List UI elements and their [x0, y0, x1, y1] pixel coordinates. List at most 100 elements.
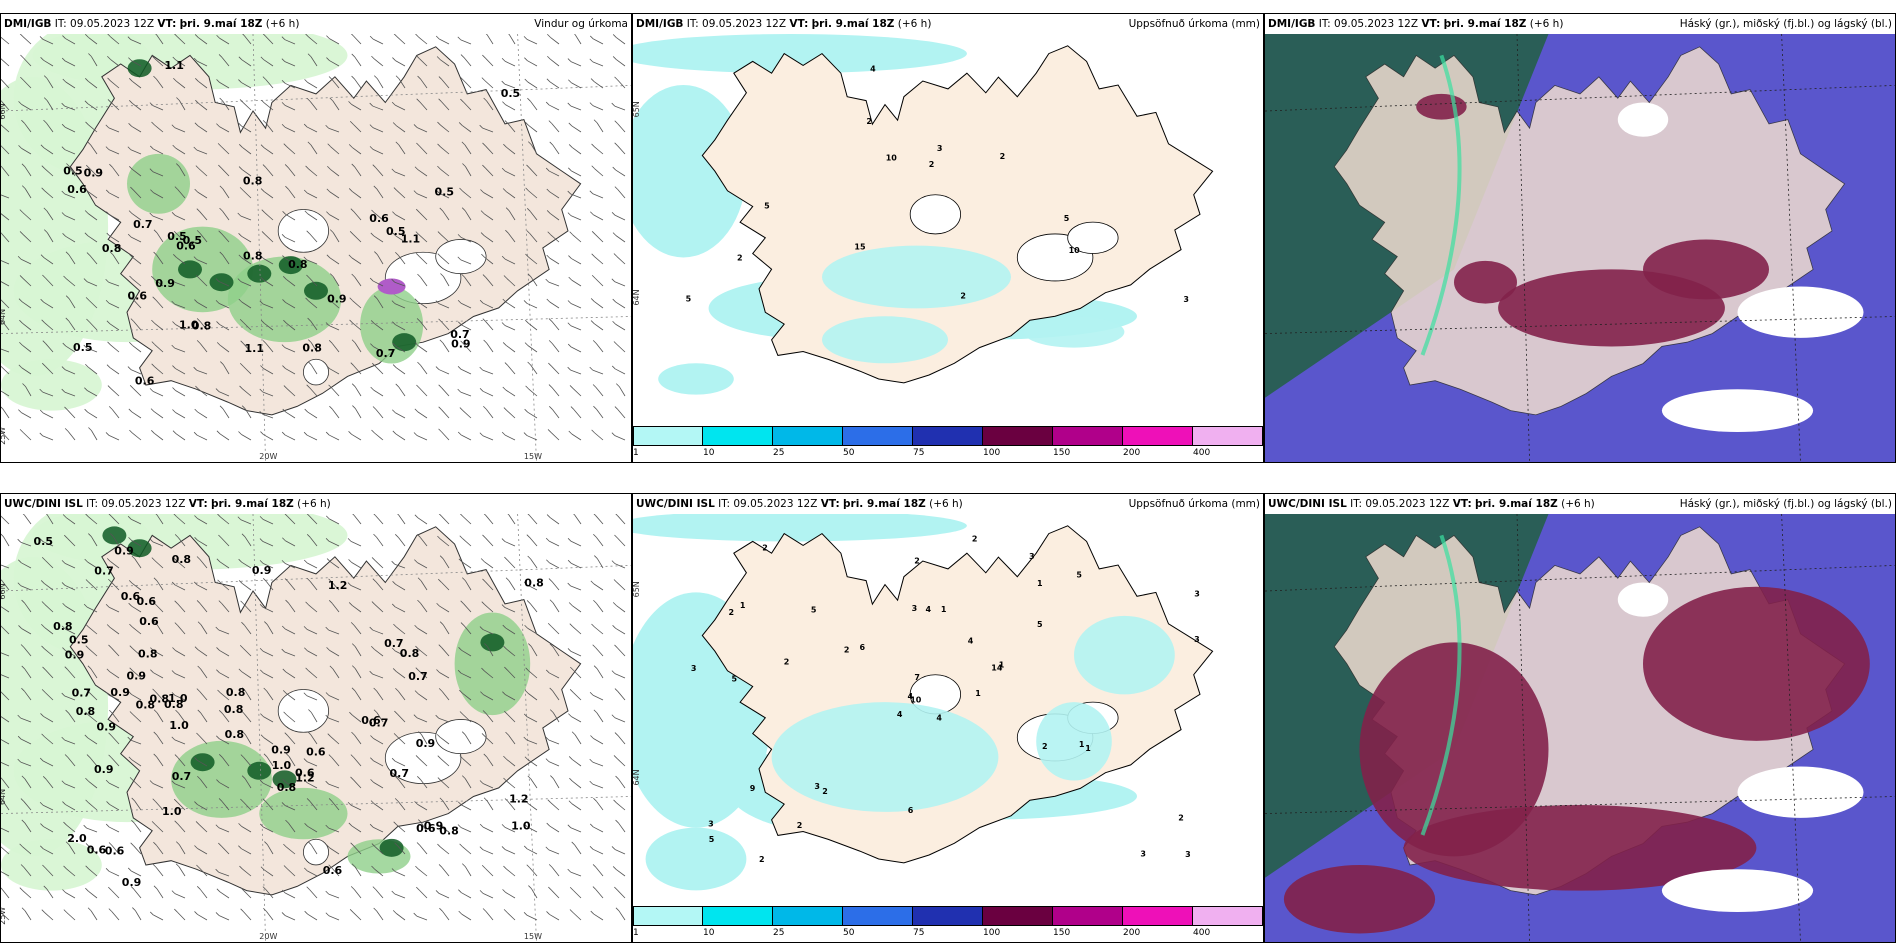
- wind-barb-feather: [567, 559, 572, 564]
- wind-barb-feather: [327, 165, 331, 170]
- wind-barb-feather: [85, 711, 89, 716]
- wind-barb: [153, 914, 164, 921]
- wind-barb-feather: [41, 689, 46, 693]
- wind-barb: [64, 585, 76, 591]
- wind-barb: [174, 584, 186, 591]
- wind-barb-feather: [43, 207, 48, 212]
- wind-barb-feather: [546, 254, 550, 259]
- wind-barb: [152, 783, 164, 789]
- wind-barb: [1, 145, 10, 155]
- wind-barb-feather: [40, 144, 45, 149]
- wind-barb: [306, 259, 318, 265]
- wind-barb-feather: [395, 687, 399, 692]
- wind-barb: [574, 734, 582, 745]
- wind-barb: [24, 188, 32, 199]
- map-canvas: 0.70.80.80.80.80.90.60.70.91.00.90.80.90…: [1, 514, 631, 942]
- wind-barb-feather: [457, 801, 462, 806]
- wind-barb-feather: [373, 687, 377, 692]
- wind-barb: [440, 256, 450, 265]
- wind-barb-feather: [611, 212, 616, 216]
- wind-barb: [417, 627, 428, 635]
- wind-barb: [529, 233, 538, 243]
- wind-barb: [374, 648, 384, 657]
- value-label: 0.6: [105, 845, 125, 858]
- wind-barb-feather: [502, 101, 506, 105]
- wind-barb: [530, 100, 538, 111]
- colorbar-tick: 10: [703, 448, 715, 458]
- wind-barb-feather: [347, 582, 352, 586]
- wind-barb: [419, 779, 428, 789]
- wind-barb-feather: [194, 122, 199, 127]
- wind-barb-feather: [612, 34, 617, 38]
- value-label: 2: [1178, 813, 1184, 822]
- wind-barb: [530, 364, 538, 375]
- wind-barb-feather: [19, 231, 24, 235]
- wind-barb-feather: [461, 273, 465, 278]
- wind-barb: [505, 389, 516, 397]
- wind-barb-feather: [351, 665, 356, 669]
- wind-barb: [284, 126, 296, 133]
- value-label: 1.0: [272, 759, 292, 772]
- wind-barb: [527, 693, 538, 701]
- wind-barb: [262, 650, 274, 657]
- product-title: Háský (gr.), miðský (fj.bl.) og lágský (…: [1679, 18, 1892, 30]
- wind-barb-feather: [393, 34, 398, 37]
- wind-barb-feather: [394, 776, 399, 780]
- wind-barb: [440, 538, 450, 547]
- wind-barb: [262, 562, 274, 569]
- value-label: 6: [860, 643, 866, 652]
- wind-barb: [285, 628, 296, 635]
- wind-barb: [570, 540, 582, 547]
- wind-barb-feather: [392, 668, 397, 672]
- wind-barb-feather: [84, 387, 88, 391]
- wind-barb: [354, 866, 362, 877]
- wind-barb-feather: [216, 342, 221, 346]
- wind-barb: [308, 168, 318, 177]
- value-label: 0.9: [155, 277, 175, 290]
- wind-barb: [465, 166, 472, 177]
- wind-barb-feather: [438, 688, 443, 692]
- wind-barb-feather: [306, 886, 311, 891]
- wind-barb: [308, 36, 318, 45]
- wind-barb: [420, 364, 428, 375]
- wind-barb-feather: [589, 58, 594, 63]
- wind-barb-feather: [127, 867, 132, 872]
- wind-barb: [354, 342, 362, 353]
- wind-barb-feather: [479, 823, 484, 828]
- wind-barb: [44, 648, 54, 657]
- wind-barb: [46, 514, 54, 525]
- wind-barb: [420, 580, 428, 591]
- wind-barb-feather: [304, 823, 308, 827]
- wind-barb: [112, 166, 120, 177]
- wind-barb: [418, 36, 428, 45]
- wind-barb: [396, 190, 406, 199]
- wind-barb-feather: [282, 211, 286, 215]
- wind-barb-feather: [413, 190, 418, 194]
- wind-barb: [174, 739, 186, 745]
- value-label: 5: [709, 835, 715, 844]
- wind-barb: [197, 125, 208, 133]
- wind-barb-feather: [216, 669, 220, 673]
- wind-barb-feather: [282, 365, 286, 369]
- clear-sky: [1661, 869, 1814, 913]
- wind-barb: [64, 739, 76, 745]
- wind-barb-feather: [263, 753, 268, 758]
- wind-barb: [242, 102, 252, 111]
- wind-barb-feather: [262, 76, 267, 80]
- wind-barb: [443, 276, 450, 287]
- panel-header: DMI/IGB IT: 09.05.2023 12Z VT: þri. 9.ma…: [1265, 14, 1895, 34]
- wind-barb: [506, 868, 516, 877]
- wind-barb: [133, 889, 142, 899]
- wind-barb-feather: [415, 34, 419, 38]
- wind-barb: [505, 191, 516, 199]
- value-label: 0.9: [94, 763, 114, 776]
- wind-barb-feather: [374, 251, 378, 255]
- wind-barb-feather: [569, 777, 573, 782]
- wind-barb-feather: [523, 736, 528, 741]
- wind-barb-feather: [373, 533, 377, 538]
- wind-barb-feather: [85, 121, 89, 126]
- wind-barb-feather: [153, 577, 158, 582]
- wind-barb-feather: [371, 557, 376, 561]
- wind-barb: [572, 692, 582, 701]
- wind-barb-feather: [439, 207, 444, 212]
